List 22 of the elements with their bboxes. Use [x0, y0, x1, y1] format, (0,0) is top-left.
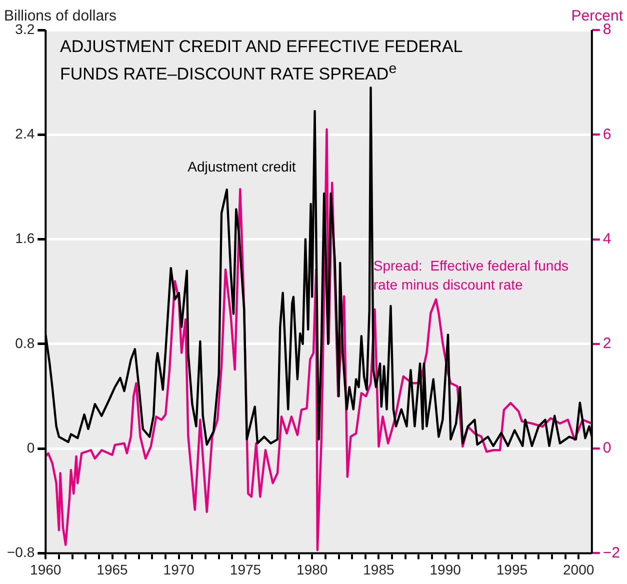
y-tick-label: 2.4 [15, 126, 35, 142]
series-label: Adjustment credit [188, 158, 296, 174]
x-tick-label: 1990 [430, 561, 462, 578]
y2-tick-label: 0 [602, 440, 612, 457]
y-tick-label: 0.8 [15, 334, 35, 351]
y2-tick-label: 2 [602, 335, 612, 352]
y2-tick-label: 6 [602, 126, 612, 143]
x-tick-label: 2000 [562, 561, 594, 578]
x-tick-label: 1995 [496, 561, 528, 578]
x-tick-label: 1970 [163, 561, 195, 578]
y2-tick-label: 4 [602, 230, 612, 248]
y-tick-label: 1.6 [15, 230, 35, 246]
y-tick-label: 0 [26, 439, 35, 456]
x-tick-label: 1960 [30, 561, 62, 578]
x-tick-label: 1975 [230, 561, 262, 578]
x-tick-label: 1985 [363, 561, 395, 578]
text: ADJUSTMENT CREDIT AND EFFECTIVE FEDERAL FUNDS RATE–DISCOUNT RATE SPREAD$^{e}$ [60, 36, 464, 86]
x-tick-label: 1980 [296, 561, 328, 578]
x-tick-label: 1965 [96, 561, 128, 578]
y-tick-label: −0.8 [6, 544, 35, 560]
series-label: Spread: Effective federal funds rate minus discount rate [373, 258, 568, 293]
y2-tick-label: −2 [602, 544, 620, 562]
